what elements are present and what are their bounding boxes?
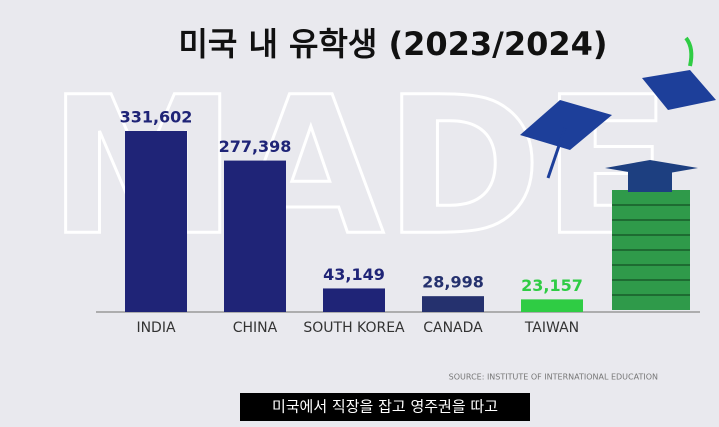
- bar: [125, 131, 187, 312]
- bar: [224, 160, 286, 312]
- bar: [521, 299, 583, 312]
- x-tick-label: INDIA: [136, 320, 176, 336]
- caption-box: [240, 393, 530, 421]
- value-label: 331,602: [120, 108, 193, 127]
- value-label: 43,149: [323, 265, 385, 284]
- source: SOURCE: INSTITUTE OF INTERNATIONAL EDUCA…: [449, 373, 658, 382]
- chart-title: 미국 내 유학생 (2023/2024): [178, 25, 607, 63]
- value-label: 277,398: [219, 137, 292, 156]
- bar: [323, 288, 385, 312]
- value-label: 23,157: [521, 276, 583, 295]
- x-tick-label: CHINA: [233, 320, 278, 336]
- x-tick-label: TAIWAN: [524, 320, 579, 336]
- decoration: [520, 36, 716, 310]
- caption: 미국에서 직장을 잡고 영주권을 따고: [272, 398, 498, 416]
- x-tick-label: SOUTH KOREA: [303, 320, 405, 336]
- bar: [422, 296, 484, 312]
- x-tick-label: CANADA: [423, 320, 483, 336]
- value-label: 28,998: [422, 273, 484, 292]
